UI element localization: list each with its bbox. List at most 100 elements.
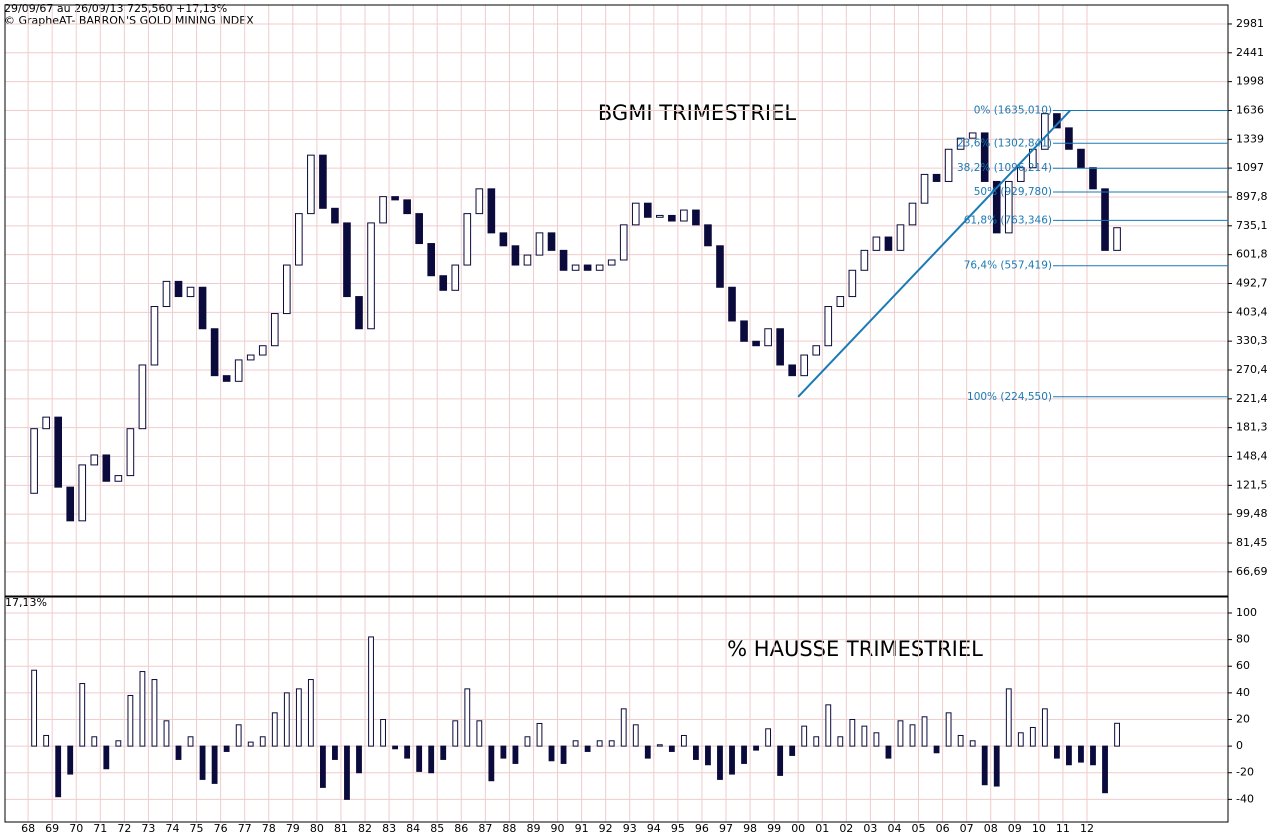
y-tick-label: 492,7 [1236, 277, 1268, 290]
candle-body [1016, 167, 1025, 182]
bar [885, 745, 892, 759]
bar [235, 724, 242, 747]
bar [536, 722, 543, 747]
x-tick-label: 01 [815, 822, 829, 835]
bar [1090, 745, 1096, 766]
candle-body [54, 416, 62, 488]
bar [777, 745, 784, 776]
x-tick-label: 88 [502, 822, 516, 835]
candle-body [331, 207, 339, 224]
y-tick-label: 121,5 [1236, 478, 1268, 491]
bar [356, 745, 362, 774]
candle-body [607, 259, 616, 266]
fibonacci-label: 100% (224,550) [967, 391, 1052, 403]
candle-body [270, 313, 279, 347]
bar [452, 720, 459, 747]
bar [1017, 732, 1024, 747]
bar [717, 745, 723, 780]
candle-body [499, 232, 508, 247]
bar [380, 718, 386, 747]
y-tick-label: 20 [1236, 712, 1250, 725]
candle-body [138, 364, 147, 430]
bar [620, 708, 627, 747]
bar [825, 704, 832, 747]
candle-body [920, 173, 929, 204]
x-tick-label: 04 [887, 822, 901, 835]
y-tick-label: 0 [1236, 739, 1243, 752]
y-tick-label: 1636 [1236, 103, 1264, 116]
bar [163, 720, 170, 747]
candle-body [992, 180, 1001, 234]
x-tick-label: 78 [262, 822, 276, 835]
candle-body [174, 280, 183, 298]
bar [789, 745, 796, 756]
bar [765, 728, 772, 747]
candle-body [776, 328, 784, 366]
x-tick-label: 74 [165, 822, 179, 835]
bar [861, 725, 868, 747]
candle-body [1113, 227, 1121, 251]
x-tick-label: 68 [21, 822, 35, 835]
x-tick-label: 86 [454, 822, 468, 835]
y-tick-label: 270,4 [1236, 363, 1268, 376]
bar [416, 745, 423, 772]
x-tick-label: 82 [358, 822, 372, 835]
candle-body [643, 202, 652, 218]
candle-body [1041, 113, 1049, 150]
bar [909, 724, 916, 747]
candle-body [463, 213, 472, 266]
candle-body [692, 209, 700, 226]
candle-body [379, 196, 387, 224]
y-tick-label: 403,4 [1236, 305, 1268, 318]
candle-body [30, 428, 38, 494]
y-tick-label: 601,8 [1236, 248, 1268, 261]
x-tick-label: 79 [286, 822, 300, 835]
candle-body [1004, 180, 1013, 234]
bar [753, 745, 759, 751]
bar [199, 745, 206, 780]
bar [283, 692, 290, 747]
x-tick-label: 97 [719, 822, 733, 835]
bar [344, 745, 350, 800]
y-tick-label: 40 [1236, 686, 1250, 699]
candle-body [523, 254, 532, 266]
y-tick-label: 60 [1236, 659, 1250, 672]
candle-body [728, 286, 736, 322]
candle-body [848, 269, 857, 298]
x-tick-label: 84 [406, 822, 420, 835]
bar [813, 736, 820, 747]
y-tick-label: 2441 [1236, 46, 1264, 59]
bar [223, 745, 230, 752]
bar [43, 734, 50, 747]
candle-body [1101, 188, 1109, 251]
candle-body [583, 264, 592, 271]
candle-body [619, 224, 628, 261]
y-tick-label: 81,45 [1236, 536, 1268, 549]
plot-frame [4, 596, 1229, 823]
bar [175, 745, 182, 760]
bar [271, 712, 278, 747]
fibonacci-label: 50% (929,780) [974, 186, 1052, 198]
header-source: © GrapheAT- BARRON'S GOLD MINING INDEX [4, 14, 254, 27]
bar [705, 745, 711, 766]
bar [644, 745, 651, 759]
candle-body [559, 249, 568, 271]
x-tick-label: 90 [551, 822, 565, 835]
bar [584, 745, 591, 752]
candle-body [872, 236, 881, 251]
bar [103, 745, 110, 770]
candle-body [956, 137, 965, 150]
x-tick-label: 96 [695, 822, 709, 835]
candle-body [451, 264, 460, 291]
x-tick-label: 92 [599, 822, 613, 835]
bar [981, 745, 988, 786]
x-tick-label: 70 [69, 822, 83, 835]
bar [332, 745, 338, 760]
candle-body [764, 328, 772, 347]
bar [1041, 708, 1048, 747]
candle-body [66, 486, 75, 522]
candle-body [403, 199, 411, 215]
y-tick-label: 66,69 [1236, 565, 1268, 578]
y-tick-label: -40 [1236, 792, 1254, 805]
